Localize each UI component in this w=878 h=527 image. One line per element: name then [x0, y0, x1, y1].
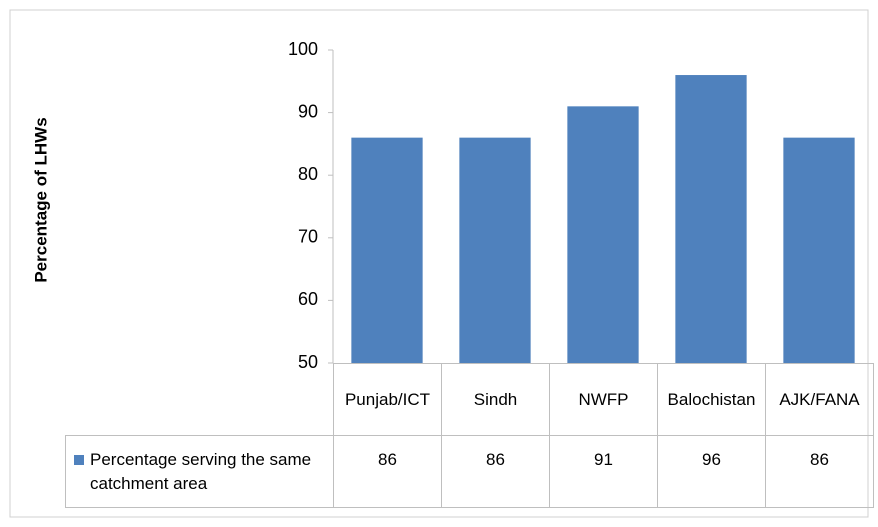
bar — [351, 137, 423, 363]
bar — [459, 137, 531, 363]
y-tick-label: 70 — [298, 227, 318, 247]
legend-label: Percentage serving the same catchment ar… — [90, 450, 312, 493]
category-cell: Punjab/ICT — [333, 363, 442, 436]
category-cell: AJK/FANA — [765, 363, 874, 436]
value-cell: 86 — [441, 435, 550, 508]
y-tick-label: 90 — [298, 101, 318, 121]
y-axis-label: Percentage of LHWs — [31, 117, 50, 282]
value-cell: 86 — [333, 435, 442, 508]
category-cell: NWFP — [549, 363, 658, 436]
y-tick-label: 50 — [298, 352, 318, 372]
value-cell: 86 — [765, 435, 874, 508]
y-tick-label: 100 — [288, 39, 318, 59]
y-tick-label: 60 — [298, 289, 318, 309]
legend-key — [74, 455, 84, 465]
bar — [675, 75, 747, 363]
legend-cell: Percentage serving the same catchment ar… — [65, 435, 334, 508]
chart-border — [9, 9, 869, 518]
y-tick-label: 80 — [298, 164, 318, 184]
category-cell: Sindh — [441, 363, 550, 436]
category-cell: Balochistan — [657, 363, 766, 436]
bar — [567, 106, 639, 363]
value-cell: 96 — [657, 435, 766, 508]
value-cell: 91 — [549, 435, 658, 508]
bar — [783, 137, 855, 363]
